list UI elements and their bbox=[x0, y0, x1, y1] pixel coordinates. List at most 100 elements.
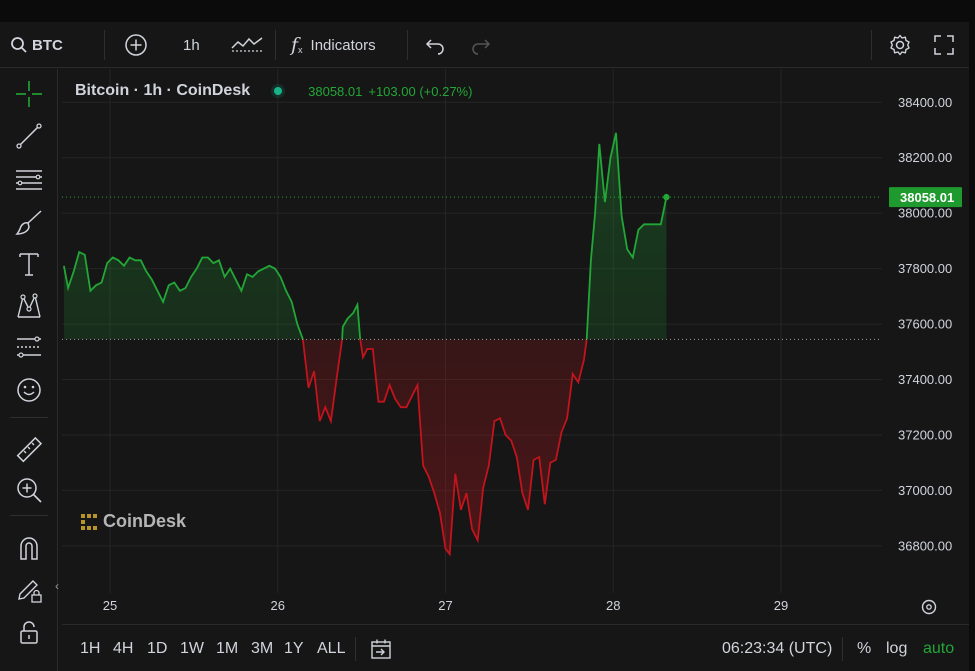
fib-tool[interactable] bbox=[12, 163, 46, 197]
range-1m[interactable]: 1M bbox=[216, 625, 238, 671]
fx-icon: f bbox=[291, 34, 299, 56]
price-line-down bbox=[301, 339, 588, 557]
x-tick-label: 28 bbox=[606, 598, 620, 613]
brush-tool[interactable] bbox=[12, 205, 46, 239]
undo-button[interactable] bbox=[424, 22, 446, 68]
toolbar-divider bbox=[871, 30, 872, 60]
area-chart-icon bbox=[231, 37, 263, 52]
pencil-lock-icon bbox=[18, 580, 42, 603]
interval-label: 1h bbox=[183, 36, 200, 54]
range-label: ALL bbox=[317, 639, 346, 657]
symbol-search[interactable]: BTC bbox=[10, 22, 63, 68]
percent-toggle[interactable]: % bbox=[857, 625, 871, 671]
toolbar-divider bbox=[407, 30, 408, 60]
zoom-in-icon bbox=[17, 478, 42, 503]
clock-label: 06:23:34 (UTC) bbox=[722, 639, 833, 657]
ruler-tool[interactable] bbox=[12, 433, 46, 467]
redo-icon bbox=[472, 39, 491, 55]
brush-icon bbox=[15, 210, 42, 235]
y-tick-label: 38000.00 bbox=[898, 206, 952, 221]
symbol-label: BTC bbox=[32, 36, 63, 54]
auto-toggle[interactable]: auto bbox=[923, 625, 954, 671]
fib-lines-icon bbox=[16, 170, 42, 190]
bottom-divider bbox=[842, 637, 843, 661]
range-label: 1H bbox=[80, 639, 101, 657]
live-status-dot bbox=[274, 87, 283, 95]
price-line-up bbox=[63, 132, 668, 340]
range-label: 1W bbox=[180, 639, 204, 657]
text-tool[interactable] bbox=[12, 247, 46, 281]
lock-drawings-tool[interactable] bbox=[12, 573, 46, 607]
y-tick-label: 38200.00 bbox=[898, 150, 952, 165]
range-1w[interactable]: 1W bbox=[180, 625, 204, 671]
undo-icon bbox=[425, 39, 444, 55]
range-all[interactable]: ALL bbox=[317, 625, 345, 671]
compare-button[interactable] bbox=[124, 22, 148, 68]
crosshair-tool[interactable] bbox=[12, 77, 46, 111]
gear-icon bbox=[890, 34, 910, 56]
x-tick-label: 29 bbox=[774, 598, 788, 613]
percent-label: % bbox=[857, 639, 872, 657]
y-tick-label: 37600.00 bbox=[898, 317, 952, 332]
trend-line-tool[interactable] bbox=[12, 119, 46, 153]
tool-divider bbox=[10, 515, 48, 516]
collapse-toolbar-icon[interactable]: ‹ bbox=[55, 579, 59, 593]
range-1y[interactable]: 1Y bbox=[284, 625, 304, 671]
area-fill-up bbox=[63, 132, 667, 340]
add-circle-icon bbox=[125, 34, 147, 56]
utc-clock[interactable]: 06:23:34 (UTC) bbox=[722, 625, 832, 671]
lock-icon bbox=[20, 621, 38, 644]
forecast-icon bbox=[17, 336, 41, 358]
bottom-toolbar: 1H 4H 1D 1W 1M 3M 1Y ALL 06:23:34 (UTC) … bbox=[62, 624, 969, 671]
ruler-icon bbox=[16, 436, 43, 463]
range-1h[interactable]: 1H bbox=[80, 625, 100, 671]
range-label: 3M bbox=[251, 639, 274, 657]
last-price-dot bbox=[663, 193, 670, 201]
toolbar-divider bbox=[275, 30, 276, 60]
range-1d[interactable]: 1D bbox=[147, 625, 167, 671]
y-tick-label: 37000.00 bbox=[898, 483, 952, 498]
toolbar-divider bbox=[104, 30, 105, 60]
chart-type-button[interactable] bbox=[230, 22, 264, 68]
fullscreen-icon bbox=[934, 35, 954, 55]
x-tick-label: 25 bbox=[103, 598, 117, 613]
magnet-icon bbox=[20, 537, 38, 560]
area-fill-down bbox=[302, 339, 587, 555]
range-4h[interactable]: 4H bbox=[113, 625, 133, 671]
watermark-text: CoinDesk bbox=[103, 511, 187, 531]
chart-legend: Bitcoin · 1h · CoinDesk 38058.01 +103.00… bbox=[75, 82, 472, 100]
range-3m[interactable]: 3M bbox=[251, 625, 273, 671]
legend-change: +103.00 (+0.27%) bbox=[368, 83, 473, 99]
trend-line-icon bbox=[16, 123, 42, 149]
forecast-tool[interactable] bbox=[12, 331, 46, 365]
redo-button[interactable] bbox=[470, 22, 492, 68]
emoji-tool[interactable] bbox=[12, 373, 46, 407]
calendar-goto-icon bbox=[371, 639, 391, 659]
pattern-tool[interactable] bbox=[12, 289, 46, 323]
price-chart[interactable]: 38400.00 38200.00 38000.00 37800.00 37600.00… bbox=[62, 69, 969, 622]
range-label: 4H bbox=[113, 639, 134, 657]
range-label: 1D bbox=[147, 639, 168, 657]
last-price-badge-label: 38058.01 bbox=[900, 190, 954, 205]
range-label: 1Y bbox=[284, 639, 304, 657]
fx-icon-sub: x bbox=[298, 45, 303, 55]
magnet-tool[interactable] bbox=[12, 531, 46, 565]
fullscreen-button[interactable] bbox=[933, 22, 955, 68]
zoom-tool[interactable] bbox=[12, 473, 46, 507]
axis-settings-icon bbox=[921, 599, 937, 615]
crosshair-icon bbox=[16, 81, 42, 107]
log-toggle[interactable]: log bbox=[886, 625, 907, 671]
y-tick-label: 38400.00 bbox=[898, 95, 952, 110]
lock-tool[interactable] bbox=[12, 616, 46, 650]
last-price-badge bbox=[889, 187, 962, 208]
search-icon bbox=[11, 37, 27, 53]
settings-button[interactable] bbox=[888, 22, 912, 68]
x-tick-label: 27 bbox=[438, 598, 452, 613]
legend-price: 38058.01 bbox=[308, 83, 363, 99]
interval-button[interactable]: 1h bbox=[183, 22, 200, 68]
tool-divider bbox=[10, 417, 48, 418]
drawing-toolbar bbox=[0, 69, 58, 671]
goto-date-button[interactable] bbox=[369, 625, 393, 671]
